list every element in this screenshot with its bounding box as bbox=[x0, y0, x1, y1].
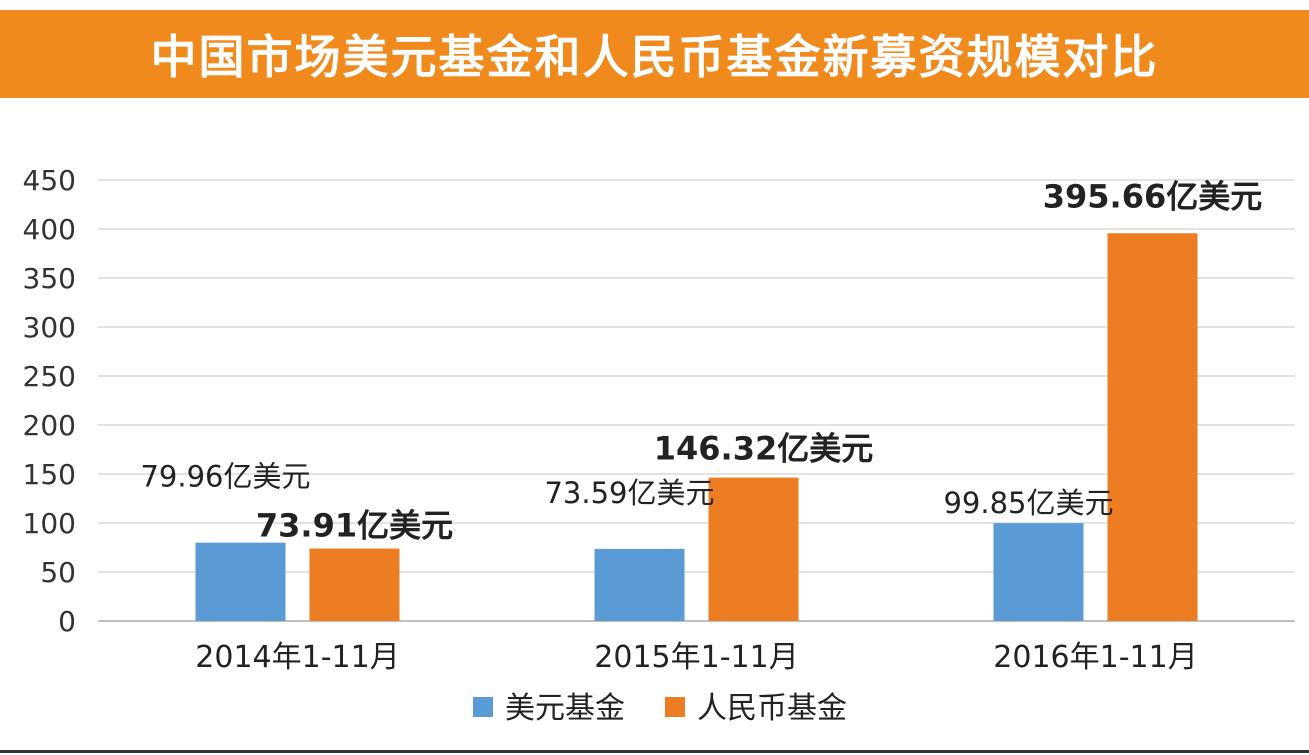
legend-label: 人民币基金 bbox=[697, 691, 847, 726]
bar-usd bbox=[594, 548, 685, 621]
bar-rmb bbox=[1107, 233, 1198, 621]
y-tick-label: 150 bbox=[23, 458, 76, 491]
legend: 美元基金 人民币基金 bbox=[473, 691, 847, 726]
data-label: 99.85亿美元 bbox=[943, 486, 1113, 520]
title-bar: 中国市场美元基金和人民币基金新募资规模对比 bbox=[0, 10, 1309, 98]
x-category-label: 2016年1-11月 bbox=[993, 640, 1197, 675]
chart-title: 中国市场美元基金和人民币基金新募资规模对比 bbox=[150, 30, 1159, 84]
x-category-label: 2015年1-11月 bbox=[594, 640, 798, 675]
data-labels: 79.96亿美元 73.91亿美元 73.59亿美元 146.32亿美元 99.85亿美… bbox=[140, 177, 1262, 544]
x-axis-categories: 2014年1-11月 2015年1-11月 2016年1-11月 bbox=[195, 640, 1197, 675]
y-tick-label: 100 bbox=[23, 507, 76, 540]
bar-usd bbox=[195, 542, 286, 621]
y-tick-label: 350 bbox=[23, 262, 76, 295]
y-tick-label: 250 bbox=[23, 360, 76, 393]
y-tick-label: 300 bbox=[23, 311, 76, 344]
legend-swatch-usd bbox=[473, 697, 493, 717]
data-label: 73.91亿美元 bbox=[256, 507, 453, 545]
bar-rmb bbox=[708, 477, 799, 621]
data-label: 73.59亿美元 bbox=[544, 476, 714, 510]
x-category-label: 2014年1-11月 bbox=[195, 640, 399, 675]
y-tick-label: 0 bbox=[58, 605, 76, 638]
y-tick-label: 450 bbox=[23, 164, 76, 197]
y-axis-ticks: 0 50 100 150 200 250 300 350 400 450 bbox=[23, 164, 76, 638]
data-label: 146.32亿美元 bbox=[654, 430, 874, 468]
y-tick-label: 200 bbox=[23, 409, 76, 442]
legend-label: 美元基金 bbox=[505, 691, 625, 726]
bottom-rule bbox=[0, 750, 1309, 753]
legend-swatch-rmb bbox=[665, 697, 685, 717]
y-tick-label: 50 bbox=[40, 556, 76, 589]
bars bbox=[195, 233, 1198, 621]
bar-usd bbox=[993, 523, 1084, 621]
gridlines bbox=[98, 179, 1295, 622]
data-label: 395.66亿美元 bbox=[1043, 177, 1263, 215]
bar-rmb bbox=[309, 548, 400, 621]
y-tick-label: 400 bbox=[23, 213, 76, 246]
data-label: 79.96亿美元 bbox=[140, 460, 310, 494]
